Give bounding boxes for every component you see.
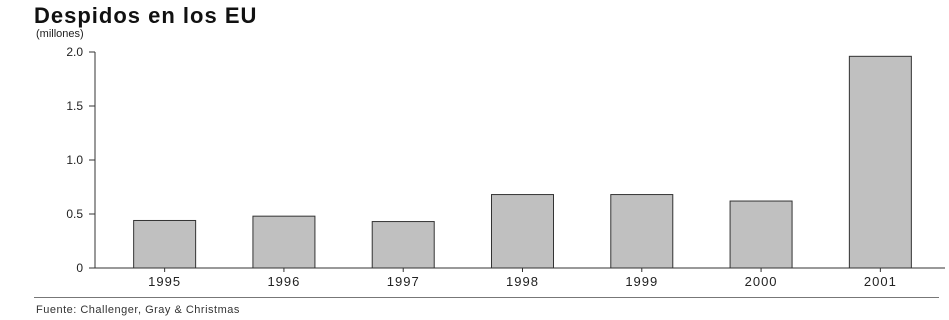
- chart-title: Despidos en los EU: [34, 3, 258, 28]
- x-tick-label: 1999: [625, 274, 658, 289]
- x-axis-labels: 1995 1996 1997 1998 1999 2000 2001: [148, 268, 897, 289]
- bar-1998: [491, 194, 554, 269]
- source-note: Fuente: Challenger, Gray & Christmas: [36, 304, 240, 316]
- bar-1997: [371, 221, 435, 269]
- x-tick-label: 1996: [267, 274, 300, 289]
- bar-1999: [610, 194, 674, 269]
- source-divider: [34, 297, 939, 298]
- x-tick-label: 1997: [387, 274, 420, 289]
- y-tick-label: 1.0: [66, 153, 83, 167]
- x-tick-label: 1998: [506, 274, 539, 289]
- x-tick-label: 2000: [745, 274, 778, 289]
- bar-2000: [729, 200, 793, 269]
- y-tick-label: 1.5: [66, 99, 83, 113]
- y-tick-label: 2.0: [66, 45, 83, 59]
- x-tick-label: 1995: [148, 274, 181, 289]
- bar-2001: [848, 55, 912, 269]
- bar-1995: [133, 219, 197, 269]
- x-tick-label: 2001: [864, 274, 897, 289]
- bars: [133, 55, 912, 269]
- chart-subtitle: (millones): [36, 28, 84, 40]
- y-tick-label: 0.5: [66, 207, 83, 221]
- bar-1996: [252, 215, 316, 269]
- y-tick-label: 0: [76, 261, 83, 275]
